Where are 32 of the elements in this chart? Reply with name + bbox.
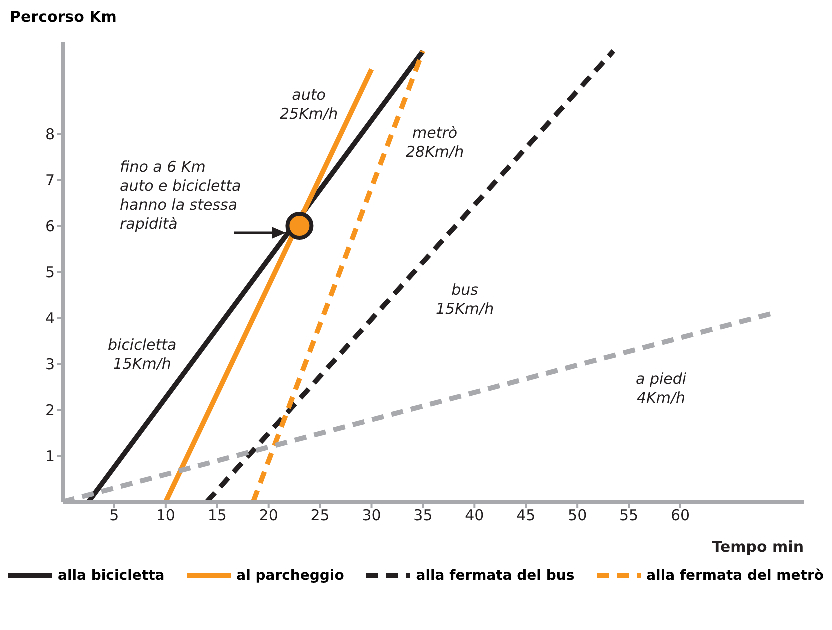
y-tick-label: 2 (45, 401, 55, 420)
x-tick-label: 40 (465, 506, 484, 525)
y-tick-label: 5 (45, 263, 55, 282)
x-tick-label: 50 (568, 506, 588, 525)
annotation: bus 15Km/h (436, 281, 494, 319)
x-tick-label: 10 (156, 506, 176, 525)
legend-label: alla fermata del metrò (646, 568, 824, 584)
y-tick-label: 6 (45, 217, 55, 236)
y-tick-label: 8 (45, 125, 55, 144)
y-tick-label: 7 (45, 171, 55, 190)
y-axis-title: Percorso Km (9, 8, 118, 28)
x-tick-label: 25 (310, 506, 330, 525)
annotation: a piedi 4Km/h (636, 370, 687, 408)
x-tick-label: 45 (516, 506, 536, 525)
x-tick-label: 5 (110, 506, 120, 525)
annotation: bicicletta 15Km/h (108, 336, 177, 374)
legend-label: alla bicicletta (58, 568, 165, 584)
annotation: fino a 6 Km auto e bicicletta hanno la stessa rapidità (120, 158, 242, 234)
y-tick-label: 4 (45, 309, 55, 328)
x-axis-title: Tempo min (712, 538, 804, 556)
x-tick-label: 55 (619, 506, 639, 525)
x-tick-label: 30 (362, 506, 382, 525)
legend-label: al parcheggio (236, 568, 344, 584)
annotation: metrò 28Km/h (406, 124, 464, 162)
y-tick-label: 1 (45, 447, 55, 466)
x-tick-label: 35 (414, 506, 433, 525)
x-tick-label: 15 (208, 506, 227, 525)
legend-label: alla fermata del bus (416, 568, 575, 584)
annotation: auto 25Km/h (280, 86, 338, 124)
y-tick-label: 3 (45, 355, 55, 374)
x-tick-label: 60 (670, 506, 690, 525)
x-tick-label: 20 (259, 506, 278, 525)
